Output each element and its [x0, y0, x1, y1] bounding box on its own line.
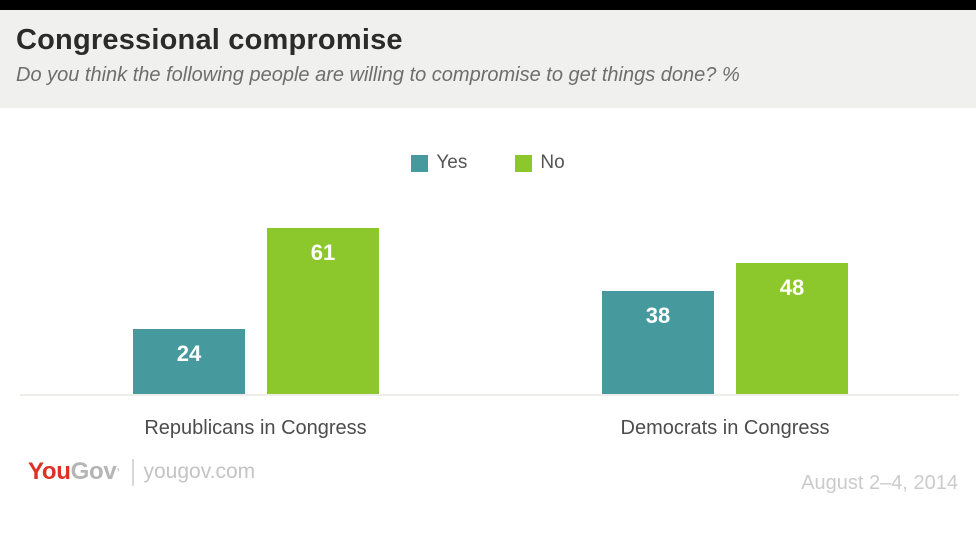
logo-divider: [131, 458, 134, 486]
legend-label-yes: Yes: [436, 152, 468, 173]
logo-gov-text: Gov: [70, 458, 117, 485]
page-title: Congressional compromise: [16, 24, 403, 56]
bar-republicans-yes: 24: [133, 329, 245, 394]
legend-swatch-no-icon: [515, 154, 533, 172]
bar-value-label: 38: [645, 303, 671, 328]
chart-legend: Yes No: [0, 152, 976, 174]
top-black-bar: [0, 0, 976, 10]
category-label-republicans: Republicans in Congress: [144, 417, 367, 439]
bar-group-republicans: 24 61: [133, 228, 379, 394]
bar-value-label: 61: [310, 240, 336, 265]
bar-value-label: 24: [176, 341, 202, 366]
bar-value-label: 48: [779, 275, 805, 300]
bar-democrats-yes: 38: [602, 291, 714, 394]
yougov-site-link[interactable]: yougov.com: [143, 460, 256, 483]
logo-trademark-icon: ’: [116, 467, 120, 479]
legend-swatch-yes-icon: [411, 154, 429, 172]
bar-group-democrats: 38 48: [602, 263, 848, 394]
chart-header: Congressional compromise Do you think th…: [0, 10, 976, 108]
survey-date: August 2–4, 2014: [801, 472, 958, 494]
bar-republicans-no: 61: [267, 228, 379, 394]
legend-label-no: No: [540, 152, 565, 173]
yougov-logo: You Gov’ yougov.com: [28, 458, 255, 486]
legend-item-yes: Yes: [411, 152, 467, 174]
x-axis-baseline: [20, 394, 959, 396]
category-label-democrats: Democrats in Congress: [620, 417, 830, 439]
bar-democrats-no: 48: [736, 263, 848, 394]
chart-subtitle: Do you think the following people are wi…: [16, 64, 740, 87]
logo-you-text: You: [28, 458, 71, 485]
legend-item-no: No: [515, 152, 565, 174]
